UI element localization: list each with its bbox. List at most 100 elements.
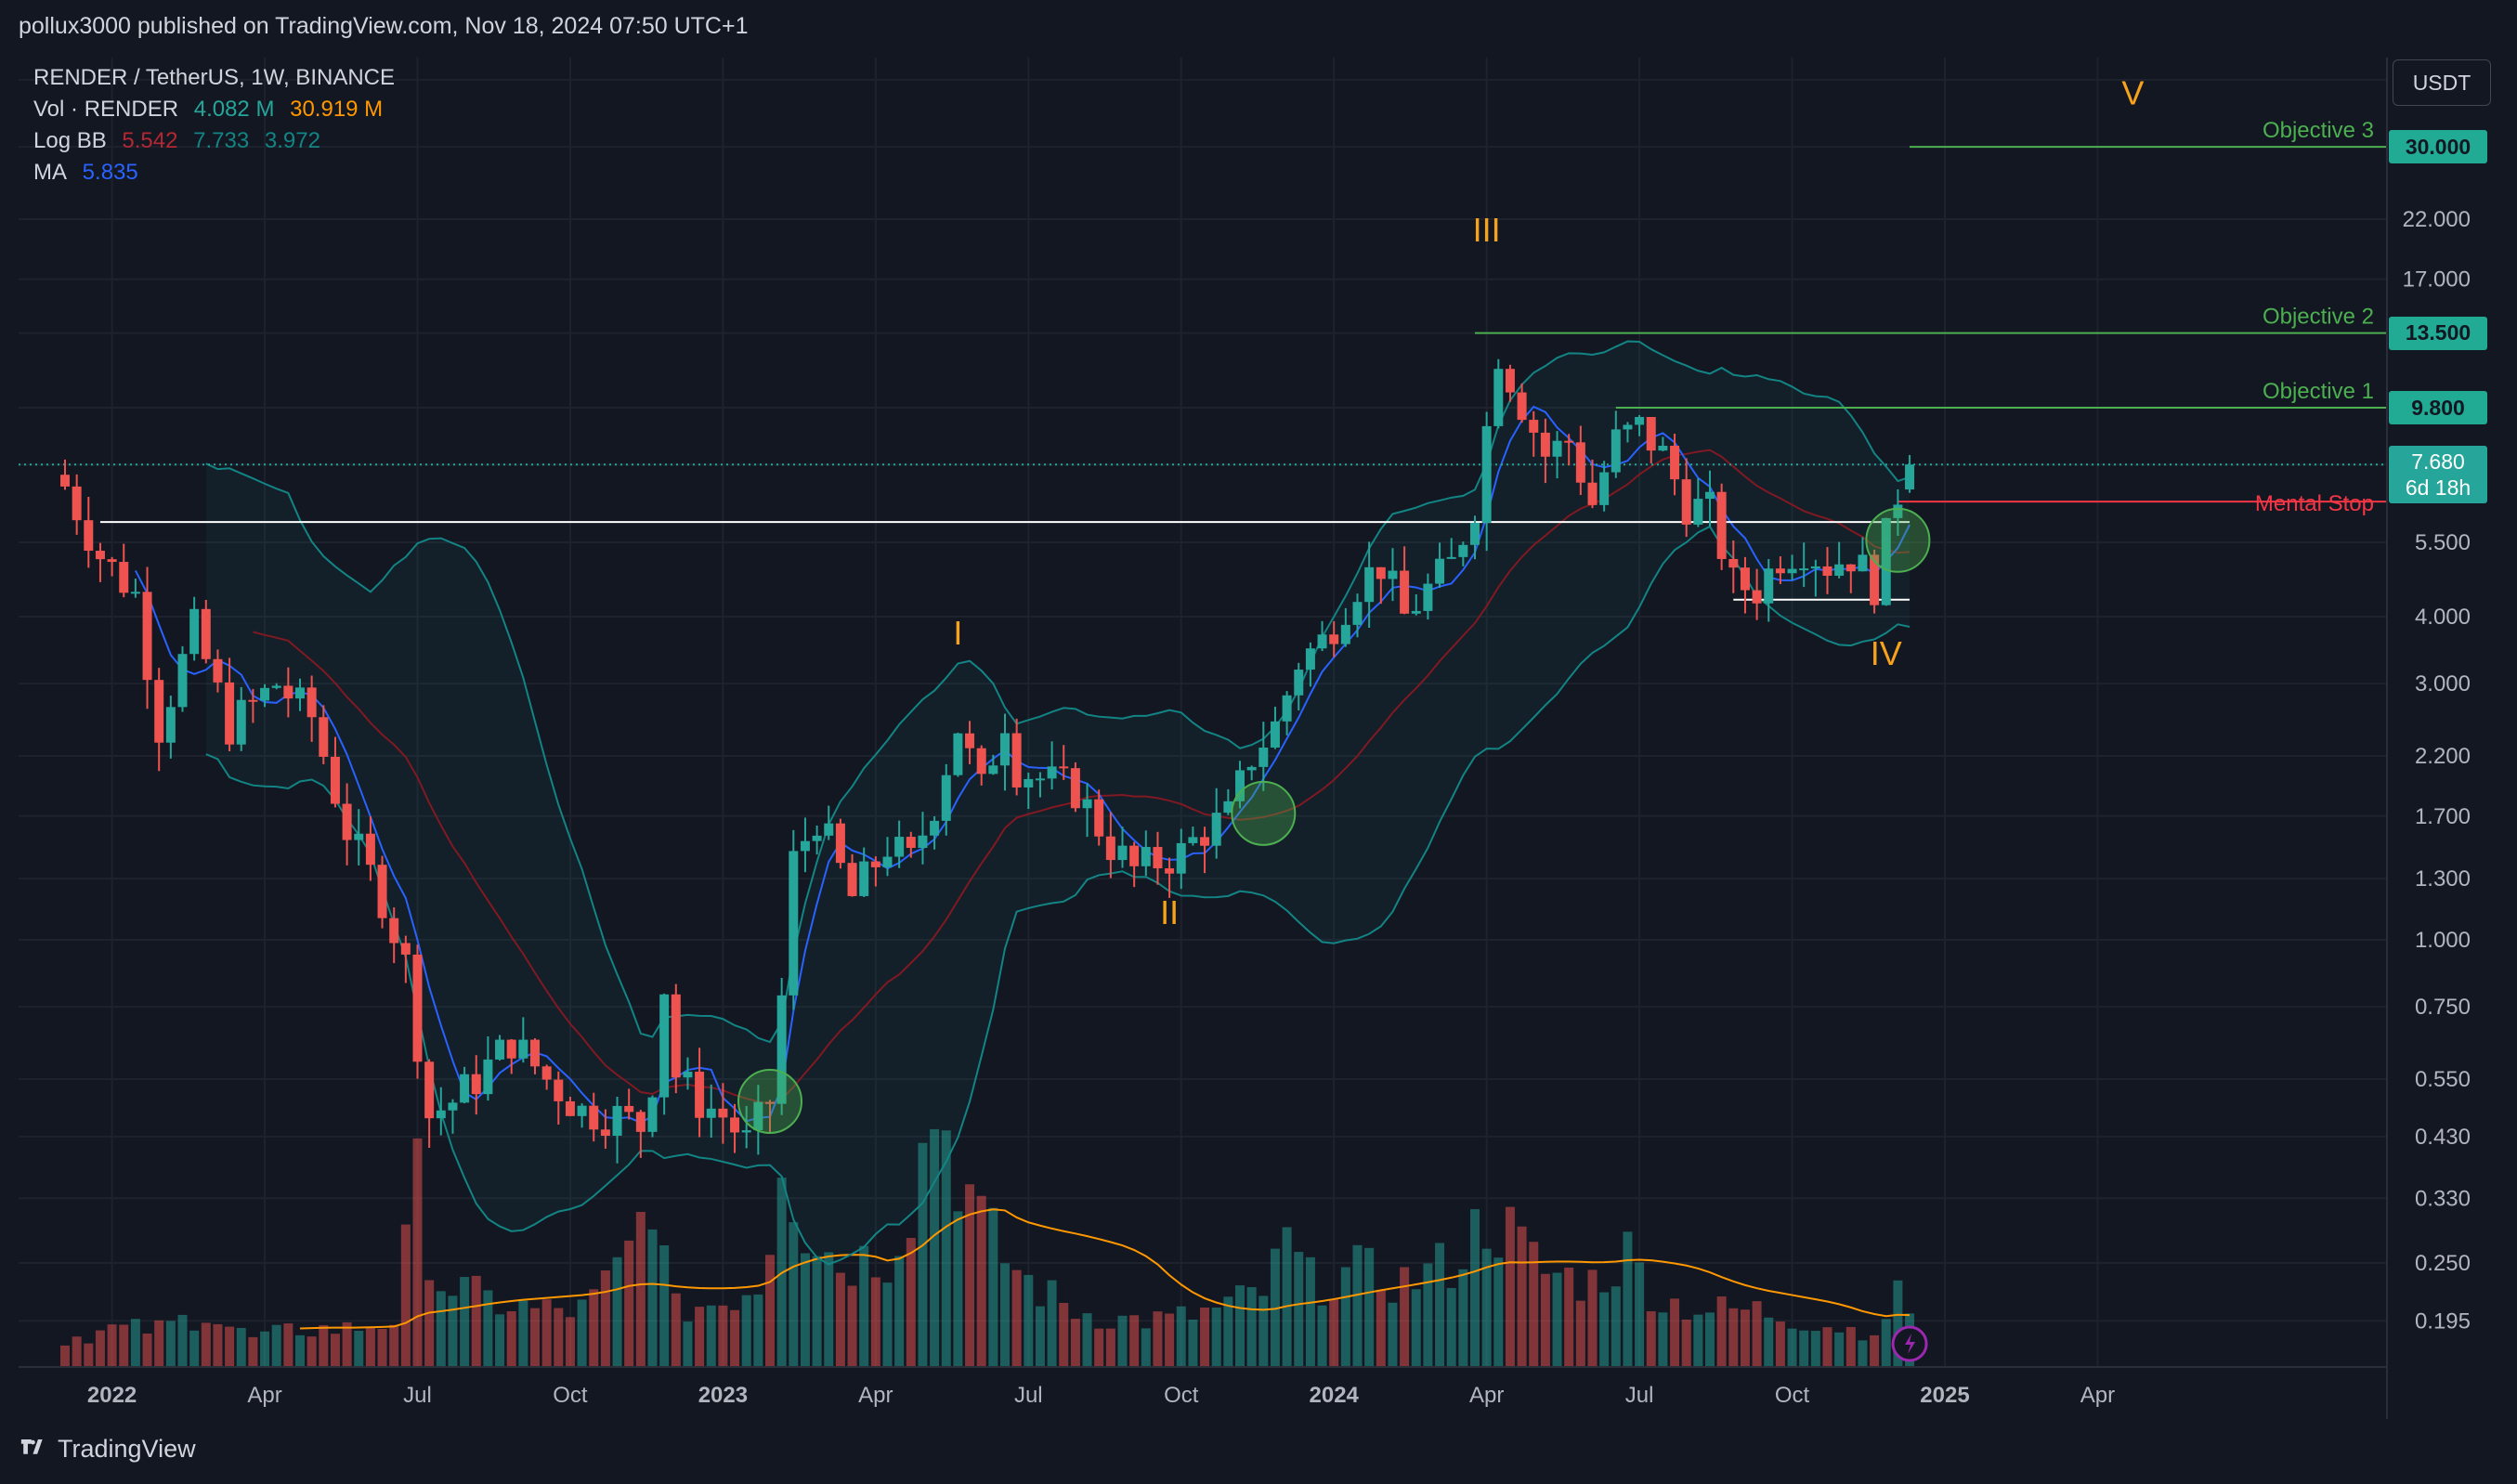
candle-body: [377, 865, 387, 918]
candle-body: [1294, 670, 1304, 696]
volume-bar: [377, 1329, 387, 1367]
volume-bar: [260, 1331, 270, 1367]
candle-body: [870, 861, 880, 867]
legend-volume[interactable]: Vol · RENDER 4.082 M 30.919 M: [33, 97, 392, 123]
candle-body: [319, 717, 329, 757]
volume-bar: [1246, 1286, 1257, 1367]
candle-body: [718, 1108, 728, 1118]
candle-body: [1235, 770, 1245, 801]
countdown: 6d 18h: [2405, 475, 2471, 501]
candle-body: [260, 687, 270, 701]
volume-bar: [295, 1334, 305, 1367]
y-tick-label: 22.000: [2403, 207, 2471, 232]
candle-body: [1611, 429, 1621, 473]
candle-body: [1105, 836, 1115, 861]
candle-body: [683, 1072, 693, 1078]
y-tick-label: 1.700: [2415, 804, 2471, 829]
candle-body: [471, 1074, 481, 1095]
volume-bar: [1000, 1263, 1010, 1367]
volume-bar: [541, 1299, 552, 1367]
volume-bar: [718, 1305, 728, 1367]
candle-body: [753, 1101, 763, 1131]
x-tick-label: 2024: [1310, 1383, 1360, 1408]
volume-bar: [1881, 1319, 1891, 1367]
volume-bar: [1094, 1328, 1104, 1367]
wave-label: IV: [1871, 634, 1902, 672]
volume-bar: [1317, 1305, 1327, 1367]
legend-symbol[interactable]: RENDER / TetherUS, 1W, BINANCE: [33, 65, 404, 91]
candle-body: [1552, 440, 1562, 457]
volume-bar: [1670, 1298, 1680, 1367]
volume-bar: [319, 1324, 329, 1367]
candle-body: [541, 1066, 552, 1080]
candle-body: [1870, 554, 1880, 605]
candle-body: [1564, 440, 1574, 443]
candle-body: [1200, 837, 1210, 846]
legend-bb[interactable]: Log BB 5.542 7.733 3.972: [33, 128, 330, 154]
volume-bar: [930, 1128, 940, 1367]
volume-bar: [495, 1314, 505, 1367]
candle-body: [1764, 568, 1774, 604]
volume-bar: [1505, 1206, 1515, 1367]
candle-body: [60, 475, 70, 487]
candle-body: [1329, 634, 1339, 644]
volume-bar: [1740, 1309, 1750, 1367]
volume-bar: [1340, 1267, 1350, 1367]
candle-body: [225, 682, 235, 745]
volume-bar: [1235, 1285, 1245, 1367]
volume-bar: [1129, 1315, 1140, 1367]
volume-bar: [400, 1224, 411, 1367]
level-label: Mental Stop: [2255, 491, 2374, 516]
volume-bar: [1517, 1226, 1527, 1367]
volume-bar: [882, 1282, 893, 1367]
candle-body: [1258, 748, 1269, 767]
volume-bar: [1529, 1242, 1539, 1367]
volume-bar: [424, 1280, 435, 1367]
legend-ma[interactable]: MA 5.835: [33, 160, 148, 186]
candle-body: [953, 733, 963, 775]
volume-bar: [554, 1308, 564, 1367]
volume-bar: [800, 1253, 810, 1367]
candle-body: [119, 562, 129, 593]
candle-body: [518, 1039, 528, 1059]
highlight-circle: [1865, 507, 1931, 573]
candle-body: [1658, 445, 1668, 451]
volume-bar: [1810, 1331, 1820, 1367]
bb-value-1: 5.542: [122, 128, 178, 153]
candle-body: [1153, 847, 1163, 869]
candle-body: [460, 1074, 470, 1103]
volume-bar: [1035, 1306, 1045, 1367]
candle-body: [1635, 417, 1645, 425]
candle-body: [835, 823, 845, 864]
candle-body: [859, 861, 869, 896]
candle-body: [1047, 766, 1057, 779]
volume-bar: [918, 1142, 928, 1367]
volume-bar: [1799, 1330, 1809, 1367]
volume-bar: [695, 1307, 705, 1367]
y-tick-label: 1.000: [2415, 928, 2471, 953]
volume-bar: [812, 1256, 822, 1367]
candle-body: [1223, 801, 1233, 814]
candle-body: [882, 856, 893, 867]
volume-bar: [612, 1256, 622, 1367]
candle-body: [600, 1129, 610, 1136]
volume-bar: [130, 1319, 140, 1367]
candle-body: [1117, 845, 1128, 861]
volume-bar: [1446, 1287, 1456, 1367]
candle-body: [1400, 570, 1410, 614]
x-tick-label: 2022: [87, 1383, 137, 1408]
candle-body: [1623, 424, 1633, 430]
volume-bar: [248, 1336, 258, 1367]
volume-bar: [765, 1255, 775, 1367]
volume-bar: [271, 1324, 281, 1367]
candle-body: [1305, 648, 1315, 670]
volume-bar: [189, 1330, 200, 1367]
currency-button[interactable]: USDT: [2393, 59, 2491, 106]
volume-bar: [1587, 1269, 1598, 1367]
volume-bar: [1540, 1273, 1550, 1367]
candle-body: [1529, 420, 1539, 433]
x-tick-label: Jul: [1014, 1383, 1043, 1408]
candle-body: [365, 833, 375, 866]
volume-bar: [483, 1290, 493, 1367]
